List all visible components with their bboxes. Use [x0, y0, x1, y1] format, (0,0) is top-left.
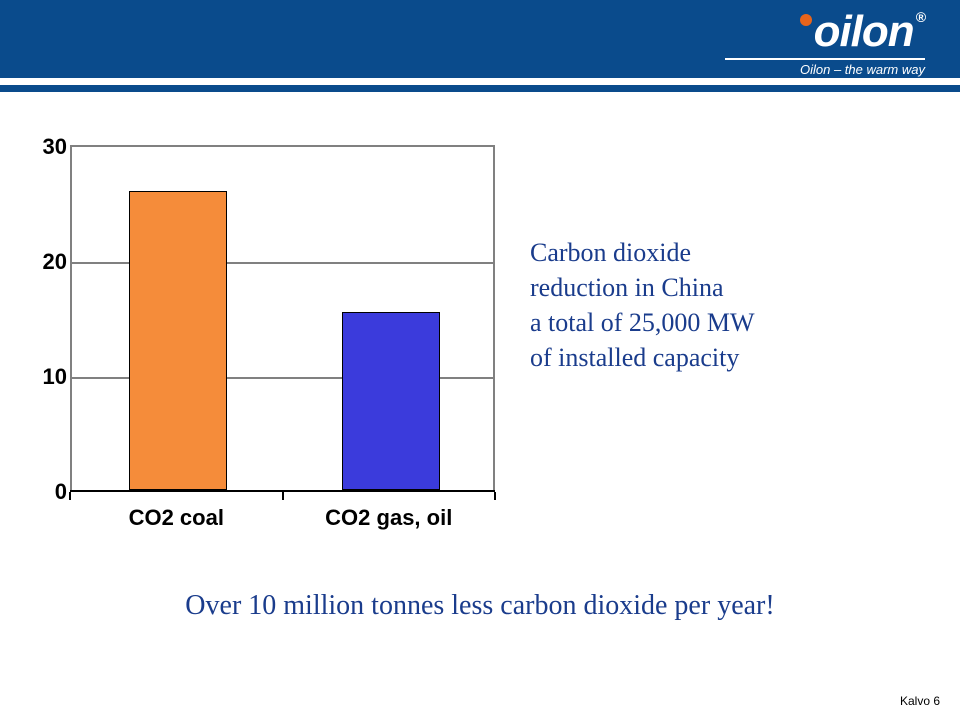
- slide-root: oilon® Oilon – the warm way 0102030 Carb…: [0, 0, 960, 720]
- bar-co2-gas-oil: [342, 312, 440, 490]
- annotation-line-4: of installed capacity: [530, 340, 880, 375]
- x-tick: [69, 492, 71, 500]
- brand-tagline: Oilon – the warm way: [725, 62, 925, 77]
- bar-co2-coal: [129, 191, 227, 490]
- x-tick: [282, 492, 284, 500]
- brand-rule: [725, 58, 925, 60]
- x-tick-label: CO2 gas, oil: [299, 505, 479, 531]
- y-tick-label: 10: [37, 364, 67, 390]
- slide-number: Kalvo 6: [900, 694, 940, 708]
- y-tick-label: 30: [37, 134, 67, 160]
- chart-region: 0102030 Carbon dioxide reduction in Chin…: [35, 145, 935, 565]
- y-tick-label: 0: [37, 479, 67, 505]
- chart-annotation: Carbon dioxide reduction in China a tota…: [530, 235, 880, 375]
- brand-wordmark: oilon®: [725, 10, 925, 54]
- brand-name: oilon: [814, 7, 914, 56]
- annotation-line-1: Carbon dioxide: [530, 235, 880, 270]
- flame-dot-icon: [800, 14, 812, 26]
- x-tick: [494, 492, 496, 500]
- plot-area: 0102030: [70, 145, 495, 490]
- header-stripe: [0, 78, 960, 85]
- annotation-line-2: reduction in China: [530, 270, 880, 305]
- annotation-line-3: a total of 25,000 MW: [530, 305, 880, 340]
- x-tick-label: CO2 coal: [86, 505, 266, 531]
- header-under: [0, 85, 960, 92]
- slide-caption: Over 10 million tonnes less carbon dioxi…: [0, 590, 960, 622]
- brand-logo: oilon® Oilon – the warm way: [725, 10, 925, 77]
- registered-icon: ®: [916, 9, 925, 25]
- x-axis: [70, 490, 495, 492]
- y-tick-label: 20: [37, 249, 67, 275]
